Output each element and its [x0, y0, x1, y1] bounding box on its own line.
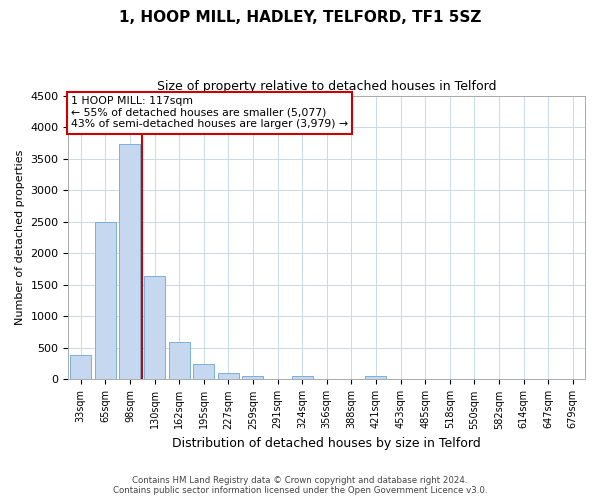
Bar [144, 276, 165, 380]
Bar [242, 376, 263, 380]
Text: Contains HM Land Registry data © Crown copyright and database right 2024.
Contai: Contains HM Land Registry data © Crown c… [113, 476, 487, 495]
Bar [70, 356, 91, 380]
Bar [218, 373, 239, 380]
Y-axis label: Number of detached properties: Number of detached properties [15, 150, 25, 325]
X-axis label: Distribution of detached houses by size in Telford: Distribution of detached houses by size … [172, 437, 481, 450]
Bar [365, 376, 386, 380]
Bar [95, 222, 116, 380]
Bar [292, 376, 313, 380]
Text: 1, HOOP MILL, HADLEY, TELFORD, TF1 5SZ: 1, HOOP MILL, HADLEY, TELFORD, TF1 5SZ [119, 10, 481, 25]
Bar [119, 144, 140, 380]
Title: Size of property relative to detached houses in Telford: Size of property relative to detached ho… [157, 80, 496, 93]
Text: 1 HOOP MILL: 117sqm
← 55% of detached houses are smaller (5,077)
43% of semi-det: 1 HOOP MILL: 117sqm ← 55% of detached ho… [71, 96, 348, 130]
Bar [169, 342, 190, 380]
Bar [193, 364, 214, 380]
